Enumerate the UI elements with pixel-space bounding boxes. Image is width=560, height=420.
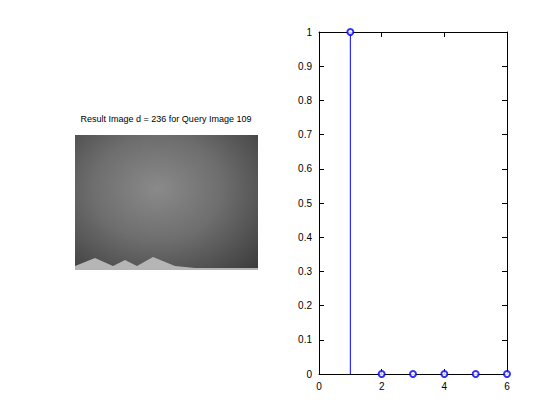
svg-text:0.2: 0.2 [298,300,312,311]
svg-text:0.7: 0.7 [298,129,312,140]
svg-text:0: 0 [316,381,322,392]
svg-text:0.9: 0.9 [298,61,312,72]
svg-text:0.1: 0.1 [298,334,312,345]
svg-text:0.8: 0.8 [298,95,312,106]
svg-text:2: 2 [379,381,385,392]
svg-text:6: 6 [504,381,510,392]
html-text:Result Image d = 236 for Query: Result Image d = 236 for Query Image 109 [80,114,252,124]
svg-text:0: 0 [306,369,312,380]
svg-text:0.4: 0.4 [298,232,312,243]
svg-text:0.5: 0.5 [298,198,312,209]
svg-text:1: 1 [306,27,312,38]
svg-text:0.6: 0.6 [298,163,312,174]
svg-text:0.3: 0.3 [298,266,312,277]
svg-text:4: 4 [442,381,448,392]
